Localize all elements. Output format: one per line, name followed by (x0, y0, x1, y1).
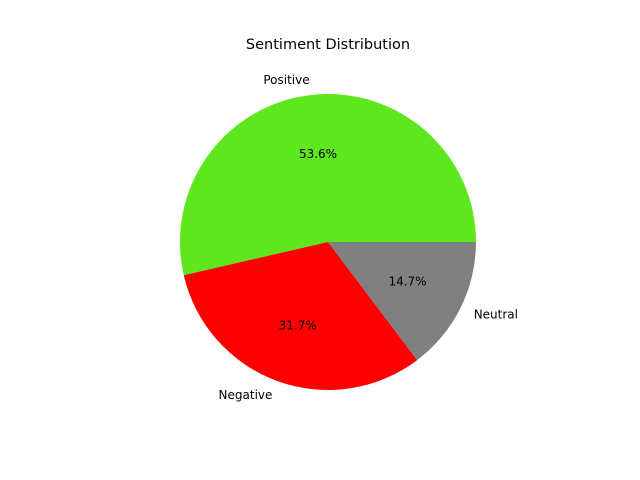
pie-slice-negative (183, 242, 418, 390)
pie-slice-positive (180, 93, 477, 276)
chart-title: Sentiment Distribution (246, 37, 410, 53)
slice-label-positive: Positive (263, 73, 309, 87)
slice-label-negative: Negative (219, 388, 273, 402)
pie-labels: Positive 53.6% Negative 31.7% Neutral 14.7% (219, 73, 518, 402)
pct-label-positive: 53.6% (299, 147, 337, 161)
pie-slice-neutral (328, 242, 476, 361)
pct-label-neutral: 14.7% (388, 275, 426, 289)
slice-label-neutral: Neutral (474, 308, 518, 322)
pct-label-negative: 31.7% (279, 319, 317, 333)
pie-slices (180, 93, 477, 390)
